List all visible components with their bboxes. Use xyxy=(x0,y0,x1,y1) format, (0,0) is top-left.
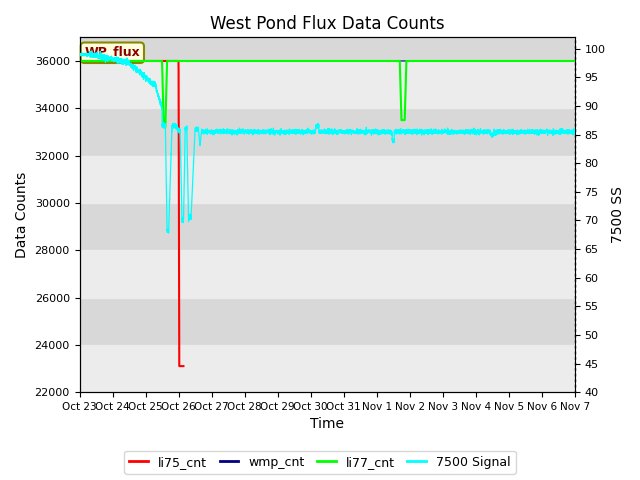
Text: WP_flux: WP_flux xyxy=(84,46,140,59)
Legend: li75_cnt, wmp_cnt, li77_cnt, 7500 Signal: li75_cnt, wmp_cnt, li77_cnt, 7500 Signal xyxy=(124,451,516,474)
Title: West Pond Flux Data Counts: West Pond Flux Data Counts xyxy=(210,15,444,33)
Y-axis label: 7500 SS: 7500 SS xyxy=(611,186,625,243)
Y-axis label: Data Counts: Data Counts xyxy=(15,172,29,258)
Bar xyxy=(79,156,575,203)
X-axis label: Time: Time xyxy=(310,418,344,432)
Bar xyxy=(79,345,575,392)
Bar xyxy=(79,250,575,298)
Bar xyxy=(79,61,575,108)
